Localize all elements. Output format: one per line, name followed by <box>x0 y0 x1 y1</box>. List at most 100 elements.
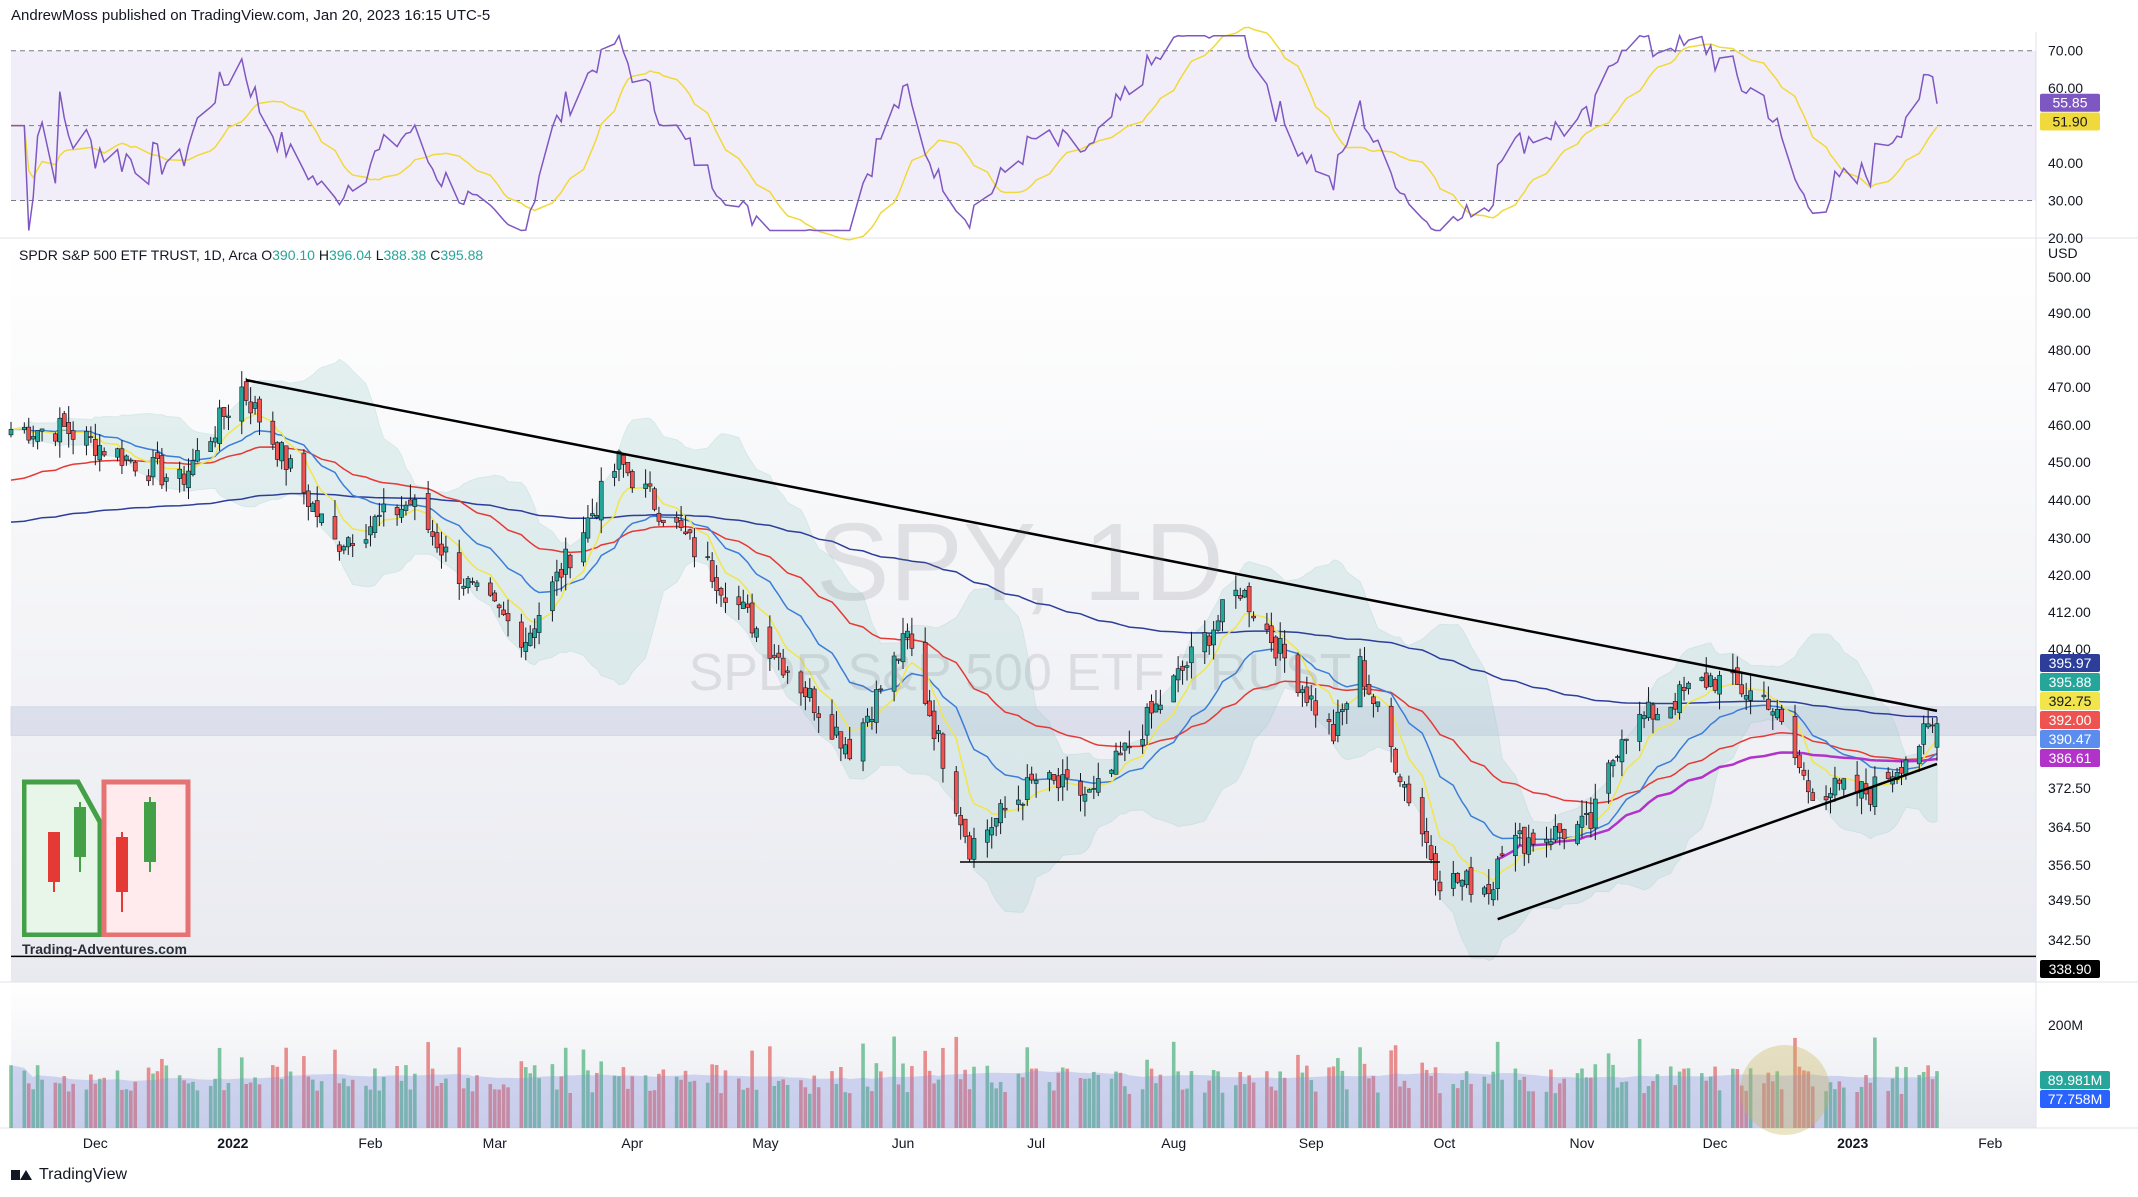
candle-body <box>399 508 404 518</box>
candle-body <box>128 459 134 462</box>
candle-body <box>523 642 529 652</box>
volume-bar <box>1731 1068 1735 1128</box>
ohlc-value: 396.04 <box>329 247 376 263</box>
volume-bar <box>1123 1086 1127 1128</box>
volume-bar <box>1806 1071 1811 1128</box>
candle-body <box>1655 713 1660 721</box>
volume-bar <box>1305 1065 1309 1128</box>
candle-body <box>1184 665 1190 668</box>
volume-bar <box>936 1079 941 1128</box>
candle-body <box>1766 698 1771 710</box>
volume-bar <box>1855 1092 1859 1128</box>
candle-body <box>1455 873 1461 883</box>
volume-bar <box>1367 1078 1371 1128</box>
volume-bar <box>35 1065 40 1128</box>
volume-bar <box>1273 1090 1278 1128</box>
candle-body <box>1251 615 1256 619</box>
volume-bar <box>808 1093 812 1128</box>
volume-bar <box>954 1036 959 1128</box>
candle-body <box>221 407 227 417</box>
volume-bar <box>617 1076 621 1128</box>
candle-body <box>1002 807 1008 811</box>
support-trendline <box>1497 762 1938 921</box>
volume-bar <box>1371 1076 1376 1128</box>
candle-body <box>88 436 94 438</box>
volume-bar <box>523 1067 528 1128</box>
volume-bar <box>1580 1068 1584 1128</box>
volume-bar <box>342 1078 346 1128</box>
volume-bar <box>195 1090 200 1128</box>
candle-body <box>776 652 782 658</box>
price-tick-label: 490.00 <box>2048 305 2091 321</box>
candle-body <box>1082 793 1088 802</box>
volume-bar <box>736 1078 741 1128</box>
ema-21-line <box>10 428 1938 841</box>
volume-bar <box>1296 1054 1300 1128</box>
x-axis-label: Oct <box>1434 1135 1456 1151</box>
volume-bar <box>967 1089 972 1128</box>
volume-bar <box>1358 1047 1362 1128</box>
candle-body <box>536 615 542 633</box>
candle-body <box>936 730 941 734</box>
volume-bars <box>9 1036 1939 1128</box>
candle-body <box>1091 788 1097 790</box>
candle-body <box>1703 672 1709 688</box>
volume-bar <box>719 1093 723 1128</box>
candle-body <box>1557 823 1563 833</box>
volume-bar <box>155 1071 160 1128</box>
candle-body <box>736 596 742 606</box>
volume-bar <box>1895 1066 1899 1128</box>
tradingview-logo-icon <box>11 1168 33 1182</box>
candle-body <box>985 829 990 843</box>
volume-bar <box>1460 1080 1464 1128</box>
volume-bar <box>1145 1059 1149 1128</box>
candle-body <box>430 531 435 537</box>
volume-bar <box>53 1082 58 1128</box>
candle-body <box>709 560 715 582</box>
candle-body <box>692 537 697 558</box>
volume-bar <box>1234 1085 1238 1128</box>
candle-body <box>501 609 506 615</box>
candle-body <box>1304 686 1310 703</box>
x-axis-label: 2023 <box>1837 1135 1868 1151</box>
volume-bar <box>870 1091 874 1128</box>
candle-body <box>1064 769 1070 779</box>
volume-bar <box>404 1065 408 1128</box>
volume-bar <box>1495 1041 1500 1128</box>
candle-body <box>1118 752 1123 756</box>
volume-bar <box>151 1073 155 1128</box>
candle-body <box>1699 677 1705 681</box>
volume-bar <box>1282 1077 1287 1128</box>
candle-body <box>554 571 560 582</box>
volume-bar <box>861 1043 865 1128</box>
rsi-tick-label: 20.00 <box>2048 230 2083 246</box>
volume-bar <box>1744 1090 1748 1128</box>
volume-bar <box>1016 1073 1021 1128</box>
volume-bar <box>381 1076 386 1128</box>
volume-bar <box>803 1087 808 1128</box>
candle-body <box>1424 831 1429 843</box>
candle-body <box>1078 781 1083 796</box>
volume-bar <box>1611 1064 1615 1128</box>
price-tick-label: 460.00 <box>2048 417 2091 433</box>
volume-bar <box>1837 1081 1842 1128</box>
candle-body <box>674 516 679 523</box>
volume-bar <box>550 1064 555 1128</box>
candle-body <box>146 475 151 482</box>
ema-8-line <box>10 412 1938 882</box>
candle-body <box>803 687 808 698</box>
volume-bar <box>1531 1091 1535 1128</box>
candle-body <box>1406 783 1412 804</box>
volume-bar <box>457 1047 462 1128</box>
volume-bar <box>714 1065 719 1128</box>
candle-body <box>527 632 533 646</box>
volume-bar <box>1065 1068 1069 1128</box>
candle-body <box>1127 746 1132 749</box>
candle-body <box>931 710 937 740</box>
candle-body <box>745 603 750 608</box>
volume-bar <box>1202 1092 1207 1128</box>
volume-bar <box>710 1064 714 1128</box>
volume-bar <box>1886 1090 1890 1128</box>
volume-highlight <box>1740 1045 1830 1135</box>
